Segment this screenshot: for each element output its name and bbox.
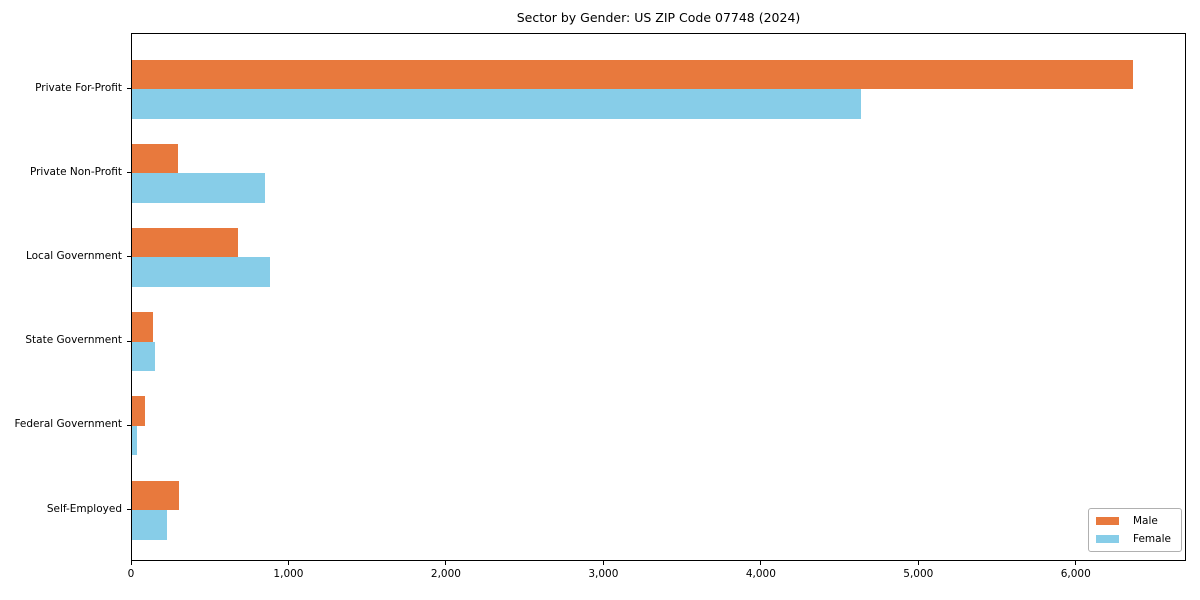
x-tick-mark bbox=[602, 561, 604, 565]
x-tick-label-3000: 3,000 bbox=[588, 568, 619, 580]
y-tick-mark bbox=[127, 424, 131, 426]
y-tick-label-federal-government: Federal Government bbox=[14, 418, 122, 431]
bar-female-federal-government bbox=[132, 425, 137, 456]
plot-area bbox=[131, 33, 1186, 561]
legend-item-male: Male bbox=[1096, 515, 1181, 528]
bar-female-self-employed bbox=[132, 510, 168, 540]
x-tick-label-2000: 2,000 bbox=[430, 568, 461, 580]
x-tick-label-0: 0 bbox=[127, 568, 135, 580]
y-tick-label-private-non-profit: Private Non-Profit bbox=[29, 165, 122, 178]
bar-female-local-government bbox=[132, 257, 271, 287]
x-tick-mark bbox=[1075, 561, 1077, 565]
legend: Male Female bbox=[1088, 508, 1182, 552]
x-tick-label-1000: 1,000 bbox=[273, 568, 304, 580]
legend-swatch-male bbox=[1096, 517, 1119, 525]
x-tick-mark bbox=[445, 561, 447, 565]
bar-male-self-employed bbox=[132, 480, 180, 510]
x-tick-mark bbox=[130, 561, 132, 565]
bar-male-federal-government bbox=[132, 396, 146, 426]
x-tick-label-6000: 6,000 bbox=[1060, 568, 1091, 580]
y-tick-mark bbox=[127, 509, 131, 510]
chart-title: Sector by Gender: US ZIP Code 07748 (202… bbox=[516, 10, 801, 25]
y-tick-mark bbox=[127, 172, 131, 174]
y-tick-label-private-for-profit: Private For-Profit bbox=[35, 81, 122, 94]
bar-female-state-government bbox=[132, 341, 155, 372]
y-tick-mark bbox=[127, 340, 131, 342]
legend-label: Female bbox=[1133, 532, 1171, 545]
y-tick-label-local-government: Local Government bbox=[25, 249, 122, 262]
bar-male-state-government bbox=[132, 312, 154, 342]
legend-label: Male bbox=[1133, 514, 1158, 527]
bar-female-private-for-profit bbox=[132, 89, 862, 119]
y-tick-label-self-employed: Self-Employed bbox=[46, 502, 122, 515]
bar-male-local-government bbox=[132, 227, 239, 258]
y-tick-mark bbox=[127, 88, 131, 89]
x-tick-label-5000: 5,000 bbox=[903, 568, 934, 580]
legend-swatch-female bbox=[1096, 535, 1119, 543]
bar-female-private-non-profit bbox=[132, 173, 265, 203]
x-tick-mark bbox=[760, 561, 762, 565]
x-tick-mark bbox=[917, 561, 919, 565]
bar-male-private-non-profit bbox=[132, 143, 178, 174]
bar-male-private-for-profit bbox=[132, 59, 1134, 89]
legend-item-female: Female bbox=[1096, 533, 1181, 546]
x-tick-label-4000: 4,000 bbox=[745, 568, 776, 580]
y-tick-mark bbox=[127, 256, 131, 258]
x-tick-mark bbox=[287, 561, 289, 565]
y-tick-label-state-government: State Government bbox=[25, 334, 122, 347]
